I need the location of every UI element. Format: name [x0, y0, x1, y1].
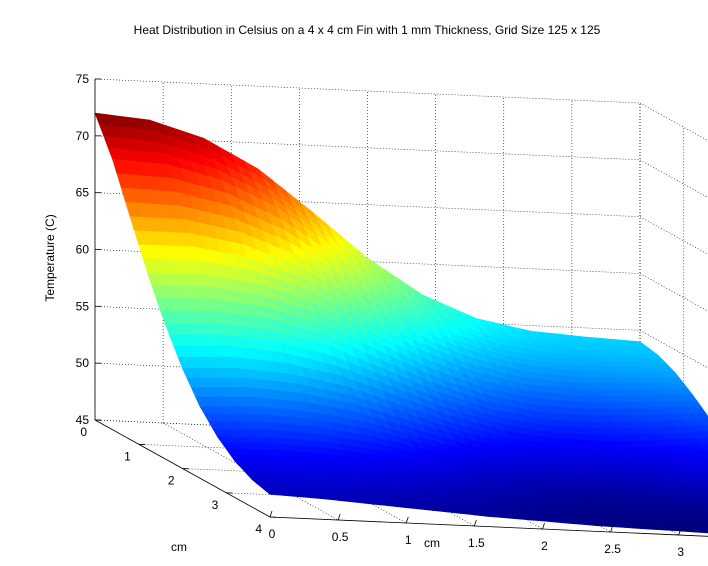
x-tick-label: 2	[541, 539, 548, 553]
z-tick-label: 50	[76, 356, 90, 370]
x-tick-mark	[337, 513, 341, 521]
grid-line	[639, 273, 708, 312]
z-tick-label: 45	[76, 413, 90, 427]
x-tick-label: 1	[405, 533, 412, 547]
x-tick-mark	[678, 528, 682, 536]
grid-line	[639, 330, 708, 369]
y-tick-label: 1	[124, 449, 131, 463]
z-axis-label: Temperature (C)	[43, 214, 57, 301]
grid-line	[639, 216, 708, 255]
x-tick-label: 0	[269, 527, 276, 541]
x-tick-label: 2.5	[604, 542, 621, 556]
x-tick-mark	[542, 522, 545, 530]
grid-line	[162, 422, 339, 521]
x-tick-label: 0.5	[332, 530, 349, 544]
x-tick-label: 3	[677, 545, 684, 559]
x-tick-label: 1.5	[468, 536, 485, 550]
x-tick-mark	[473, 519, 477, 527]
x-tick-mark	[610, 525, 614, 533]
chart-title: Heat Distribution in Celsius on a 4 x 4 …	[134, 23, 601, 37]
grid-line	[94, 419, 641, 445]
z-tick-label: 70	[76, 129, 90, 143]
y-tick-label: 2	[168, 474, 175, 488]
z-tick-label: 75	[76, 72, 90, 86]
y-tick-label: 0	[80, 425, 87, 439]
y-axis-label: cm	[171, 540, 187, 554]
z-tick-label: 65	[76, 186, 90, 200]
x-axis-label: cm	[424, 536, 440, 550]
grid-line	[639, 102, 708, 142]
axes-layer	[94, 78, 708, 537]
grid-line	[639, 159, 708, 198]
surface-layer	[94, 112, 708, 534]
z-tick-label: 55	[76, 299, 90, 313]
grid-line	[94, 78, 641, 104]
surface-patch	[264, 490, 285, 496]
z-tick-label: 60	[76, 243, 90, 257]
x-tick-mark	[405, 516, 409, 524]
y-tick-label: 3	[212, 498, 219, 512]
y-tick-label: 4	[255, 522, 262, 536]
x-tick-mark	[269, 510, 273, 518]
